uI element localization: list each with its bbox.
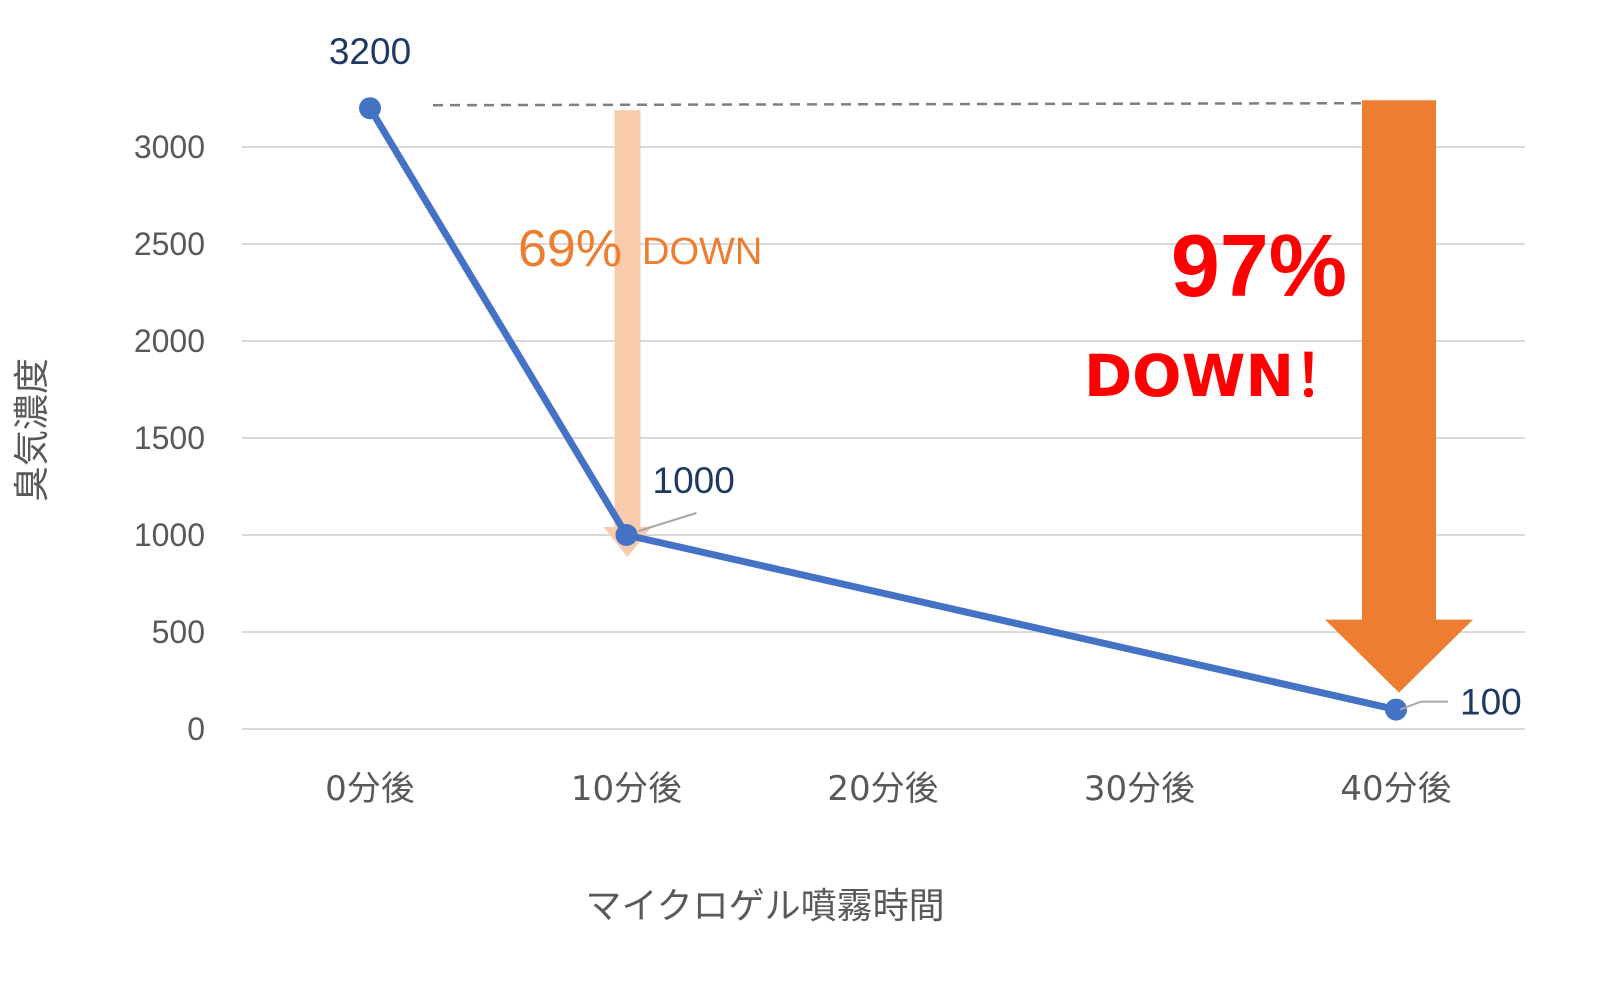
y-tick-label: 1000	[134, 517, 205, 553]
data-labels-layer: 3200 1000 100	[329, 31, 1522, 722]
small-drop-percent: 69%	[518, 220, 622, 278]
y-tick-label: 0	[187, 711, 205, 747]
x-tick-label: 10分後	[571, 769, 682, 809]
x-tick-label: 20分後	[827, 769, 938, 809]
annotations-layer: 69% DOWN 97% DOWN！	[518, 216, 1352, 410]
x-axis-label: マイクロゲル噴霧時間	[585, 886, 944, 927]
leader-line	[1399, 700, 1448, 711]
y-tick-labels: 0 500 1000 1500 2000 2500 3000	[134, 129, 205, 747]
x-tick-label: 0分後	[325, 769, 415, 809]
y-tick-label: 3000	[134, 129, 205, 165]
x-tick-label: 30分後	[1084, 769, 1195, 809]
series-layer	[359, 97, 1407, 721]
data-label: 3200	[329, 31, 411, 72]
big-drop-percent: 97%	[1171, 216, 1347, 315]
big-drop-word: DOWN！	[1084, 342, 1352, 410]
y-tick-label: 2000	[134, 323, 205, 359]
y-tick-label: 1500	[134, 420, 205, 456]
y-tick-label: 2500	[134, 226, 205, 262]
arrows-layer	[603, 100, 1473, 693]
small-drop-arrow	[603, 110, 652, 557]
y-axis-label: 臭気濃度	[12, 358, 53, 502]
data-label: 1000	[653, 460, 735, 501]
data-point	[615, 524, 638, 546]
leader-line	[638, 512, 697, 532]
reference-line	[432, 101, 1366, 107]
data-point	[1385, 698, 1407, 721]
y-tick-label: 500	[152, 614, 205, 650]
gridlines	[242, 146, 1525, 730]
data-point	[359, 97, 381, 120]
big-drop-arrow	[1325, 100, 1473, 693]
x-tick-label: 40分後	[1340, 769, 1451, 809]
small-drop-word: DOWN	[642, 231, 762, 273]
x-tick-labels: 0分後 10分後 20分後 30分後 40分後	[325, 769, 1451, 809]
data-label: 100	[1460, 682, 1522, 723]
reference-line-layer	[432, 101, 1366, 107]
